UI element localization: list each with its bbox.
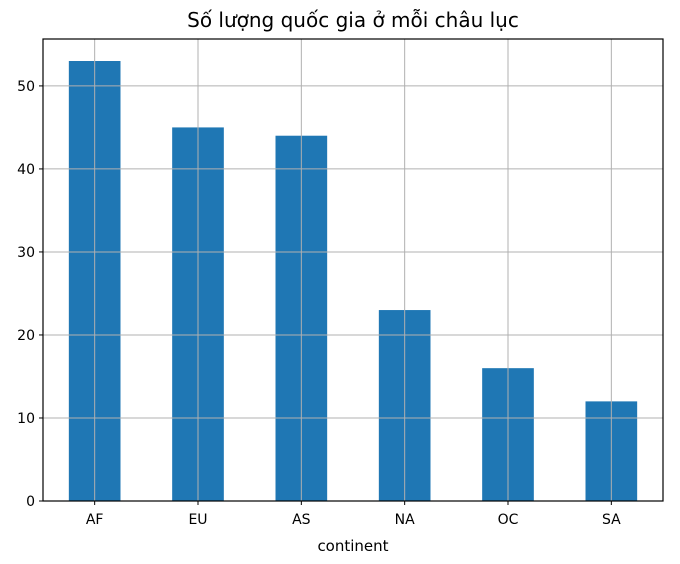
y-tick-label: 30 (17, 245, 35, 261)
axes-layer: 0 10 20 30 40 50 AF EU AS NA OC SA (17, 38, 664, 528)
bars-layer (68, 61, 638, 501)
y-tick-label: 10 (17, 411, 35, 427)
y-tick-label: 40 (17, 162, 35, 178)
x-tick-label-af: AF (86, 512, 104, 528)
x-axis-label: continent (317, 537, 388, 555)
y-tick-label: 0 (26, 494, 35, 510)
chart-title: Số lượng quốc gia ở mỗi châu lục (187, 8, 519, 32)
y-tick-label: 50 (17, 79, 35, 95)
plot-frame (42, 38, 664, 502)
x-tick-label-sa: SA (602, 512, 621, 528)
x-tick-label-eu: EU (188, 512, 207, 528)
y-tick-label: 20 (17, 328, 35, 344)
x-tick-label-as: AS (292, 512, 311, 528)
x-tick-label-na: NA (395, 512, 415, 528)
x-tick-label-oc: OC (498, 512, 519, 528)
